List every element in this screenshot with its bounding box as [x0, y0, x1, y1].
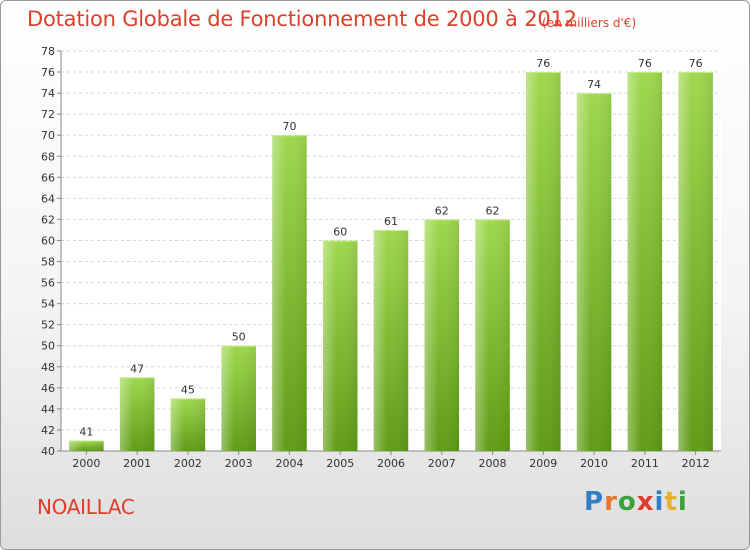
y-tick-label: 54: [41, 298, 55, 311]
bar-shine: [170, 398, 206, 451]
y-tick-label: 66: [41, 171, 55, 184]
bar-shine: [221, 345, 256, 451]
value-label-2011: 76: [638, 57, 652, 70]
y-tick-label: 74: [41, 87, 55, 100]
x-tick-label-2007: 2007: [428, 457, 456, 470]
y-tick-label: 46: [41, 382, 55, 395]
logo-letter: o: [617, 487, 637, 517]
x-tick-label-2004: 2004: [275, 457, 303, 470]
x-tick-label-2002: 2002: [174, 457, 202, 470]
chart-subtitle: (en milliers d'€): [542, 16, 637, 30]
logo-letter: i: [677, 487, 688, 517]
value-label-2004: 70: [282, 120, 296, 133]
x-tick-label-2012: 2012: [682, 457, 710, 470]
bar-shine: [322, 240, 358, 451]
value-label-2006: 61: [384, 215, 398, 228]
logo-letter: t: [664, 487, 678, 517]
logo-letter: x: [636, 487, 655, 517]
y-tick-label: 60: [41, 234, 55, 247]
bar-shine: [678, 72, 713, 451]
value-label-2008: 62: [486, 204, 500, 217]
x-tick-label-2000: 2000: [72, 457, 100, 470]
bar-shine: [627, 72, 663, 451]
y-tick-label: 48: [41, 361, 55, 374]
y-tick-label: 58: [41, 256, 55, 269]
x-tick-label-2006: 2006: [377, 457, 405, 470]
y-tick-label: 40: [41, 445, 55, 458]
value-label-2002: 45: [181, 383, 195, 396]
value-label-2010: 74: [587, 78, 601, 91]
x-tick-label-2009: 2009: [529, 457, 557, 470]
y-tick-label: 70: [41, 129, 55, 142]
logo-letter: r: [604, 487, 618, 517]
value-label-2012: 76: [689, 57, 703, 70]
x-tick-label-2003: 2003: [225, 457, 253, 470]
chart-title: Dotation Globale de Fonctionnement de 20…: [27, 7, 577, 31]
bar-shine: [526, 72, 561, 451]
value-label-2005: 60: [333, 225, 347, 238]
commune-name: NOAILLAC: [37, 495, 135, 519]
value-label-2007: 62: [435, 204, 449, 217]
logo-letter: P: [584, 487, 605, 517]
x-tick-label-2005: 2005: [326, 457, 354, 470]
bar-shine: [373, 229, 409, 451]
bar-shine: [69, 440, 104, 451]
y-tick-label: 56: [41, 277, 55, 290]
x-tick-label-2008: 2008: [479, 457, 507, 470]
value-label-2000: 41: [79, 425, 93, 438]
y-tick-label: 72: [41, 108, 55, 121]
x-tick-label-2010: 2010: [580, 457, 608, 470]
bar-shine: [272, 135, 307, 452]
x-tick-label-2001: 2001: [123, 457, 151, 470]
value-label-2003: 50: [232, 331, 246, 344]
bar-shine: [576, 93, 612, 452]
y-tick-label: 68: [41, 150, 55, 163]
y-tick-label: 44: [41, 403, 55, 416]
value-label-2001: 47: [130, 362, 144, 375]
y-tick-label: 76: [41, 66, 55, 79]
y-tick-label: 52: [41, 319, 55, 332]
value-label-2009: 76: [536, 57, 550, 70]
logo-letter: i: [654, 487, 665, 517]
x-tick-label-2011: 2011: [631, 457, 659, 470]
y-tick-label: 62: [41, 213, 55, 226]
proxiti-logo: Proxiti: [584, 487, 688, 517]
y-tick-label: 50: [41, 340, 55, 353]
bar-shine: [475, 219, 510, 451]
y-tick-label: 64: [41, 192, 55, 205]
bar-shine: [119, 377, 155, 451]
bar-shine: [424, 219, 460, 451]
y-tick-label: 42: [41, 424, 55, 437]
y-tick-label: 78: [41, 45, 55, 58]
